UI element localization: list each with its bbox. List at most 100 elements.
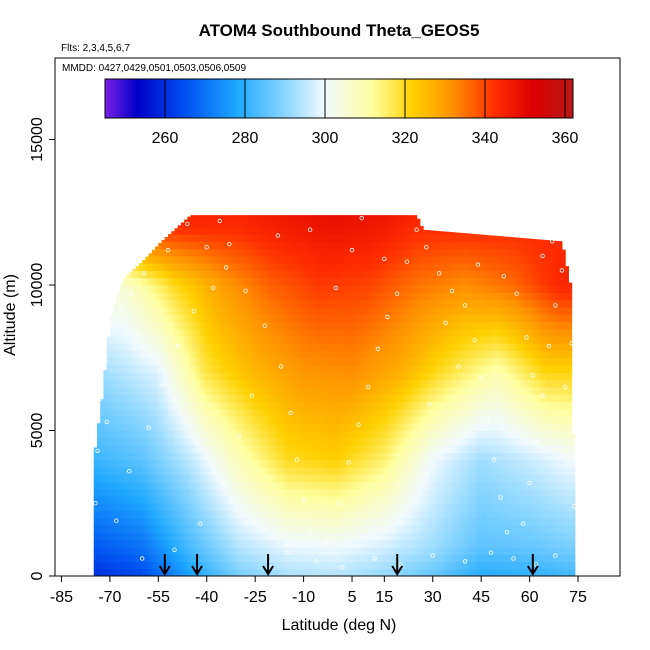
heatmap-cell [403, 539, 408, 548]
heatmap-cell [264, 299, 269, 308]
heatmap-cell [197, 241, 201, 250]
heatmap-cell [426, 343, 431, 352]
heatmap-cell [197, 306, 201, 315]
heatmap-cell [116, 495, 121, 504]
heatmap-cell [419, 415, 424, 424]
heatmap-cell [132, 321, 137, 330]
heatmap-cell [206, 532, 211, 541]
heatmap-cell [122, 525, 127, 533]
heatmap-cell [96, 539, 101, 548]
heatmap-cell [381, 226, 385, 235]
heatmap-cell [245, 561, 250, 570]
heatmap-cell [100, 452, 105, 461]
heatmap-cell [219, 284, 224, 293]
heatmap-cell [358, 568, 363, 576]
heatmap-cell [213, 554, 218, 563]
heatmap-cell [242, 328, 247, 337]
heatmap-cell [216, 215, 221, 221]
heatmap-cell [268, 401, 272, 410]
heatmap-cell [329, 445, 334, 453]
heatmap-cell [429, 255, 434, 264]
heatmap-cell [113, 437, 117, 446]
heatmap-cell [368, 343, 372, 352]
heatmap-cell [377, 452, 382, 461]
heatmap-cell [129, 423, 134, 432]
heatmap-cell [113, 357, 117, 366]
heatmap-cell [209, 292, 214, 301]
heatmap-cell [203, 525, 208, 533]
heatmap-cell [177, 503, 182, 512]
heatmap-cell [268, 357, 272, 366]
heatmap-cell [281, 488, 285, 497]
heatmap-cell [303, 299, 308, 308]
heatmap-cell [116, 488, 121, 497]
heatmap-cell [316, 423, 321, 432]
heatmap-cell [132, 299, 137, 308]
heatmap-cell [316, 255, 321, 264]
heatmap-cell [197, 335, 201, 344]
heatmap-cell [106, 525, 111, 533]
heatmap-cell [310, 510, 314, 519]
heatmap-cell [122, 328, 127, 337]
heatmap-cell [229, 215, 234, 221]
heatmap-cell [384, 481, 389, 490]
heatmap-cell [168, 532, 172, 541]
heatmap-cell [387, 423, 392, 432]
heatmap-cell [174, 401, 179, 410]
heatmap-cell [200, 539, 205, 548]
heatmap-cell [319, 314, 324, 322]
heatmap-cell [197, 365, 201, 373]
heatmap-cell [287, 277, 292, 286]
heatmap-cell [297, 321, 301, 330]
heatmap-cell [335, 248, 340, 257]
heatmap-cell [413, 241, 418, 250]
heatmap-cell [416, 219, 421, 228]
heatmap-cell [316, 401, 321, 410]
heatmap-cell [138, 350, 143, 359]
heatmap-cell [329, 459, 334, 468]
heatmap-cell [255, 277, 259, 286]
heatmap-cell [187, 459, 192, 468]
heatmap-cell [310, 474, 314, 483]
heatmap-cell [180, 372, 185, 381]
heatmap-cell [261, 328, 266, 337]
heatmap-cell [132, 343, 137, 352]
heatmap-cell [287, 517, 292, 526]
heatmap-cell [290, 401, 295, 410]
heatmap-cell [348, 263, 353, 272]
heatmap-cell [171, 408, 176, 417]
heatmap-cell [187, 328, 192, 337]
heatmap-cell [297, 357, 301, 366]
heatmap-cell [268, 474, 272, 483]
heatmap-cell [151, 365, 156, 373]
heatmap-cell [310, 554, 314, 563]
heatmap-cell [335, 335, 340, 344]
heatmap-cell [129, 495, 134, 504]
heatmap-cell [264, 481, 269, 490]
heatmap-cell [168, 234, 172, 242]
heatmap-cell [235, 299, 240, 308]
heatmap-cell [100, 408, 105, 417]
heatmap-cell [200, 408, 205, 417]
heatmap-cell [348, 474, 353, 483]
heatmap-cell [397, 503, 402, 512]
heatmap-cell [348, 277, 353, 286]
heatmap-cell [197, 284, 201, 293]
heatmap-cell [261, 241, 266, 250]
heatmap-cell [339, 394, 343, 402]
heatmap-cell [287, 503, 292, 512]
heatmap-cell [271, 357, 276, 366]
heatmap-cell [335, 415, 340, 424]
heatmap-cell [403, 546, 408, 555]
heatmap-cell [180, 255, 185, 264]
heatmap-cell [377, 299, 382, 308]
heatmap-cell [271, 415, 276, 424]
heatmap-cell [335, 546, 340, 555]
heatmap-cell [423, 539, 427, 548]
heatmap-cell [171, 474, 176, 483]
heatmap-cell [222, 219, 227, 228]
heatmap-cell [390, 408, 395, 417]
heatmap-cell [122, 284, 127, 293]
heatmap-cell [164, 503, 169, 512]
heatmap-cell [413, 517, 418, 526]
